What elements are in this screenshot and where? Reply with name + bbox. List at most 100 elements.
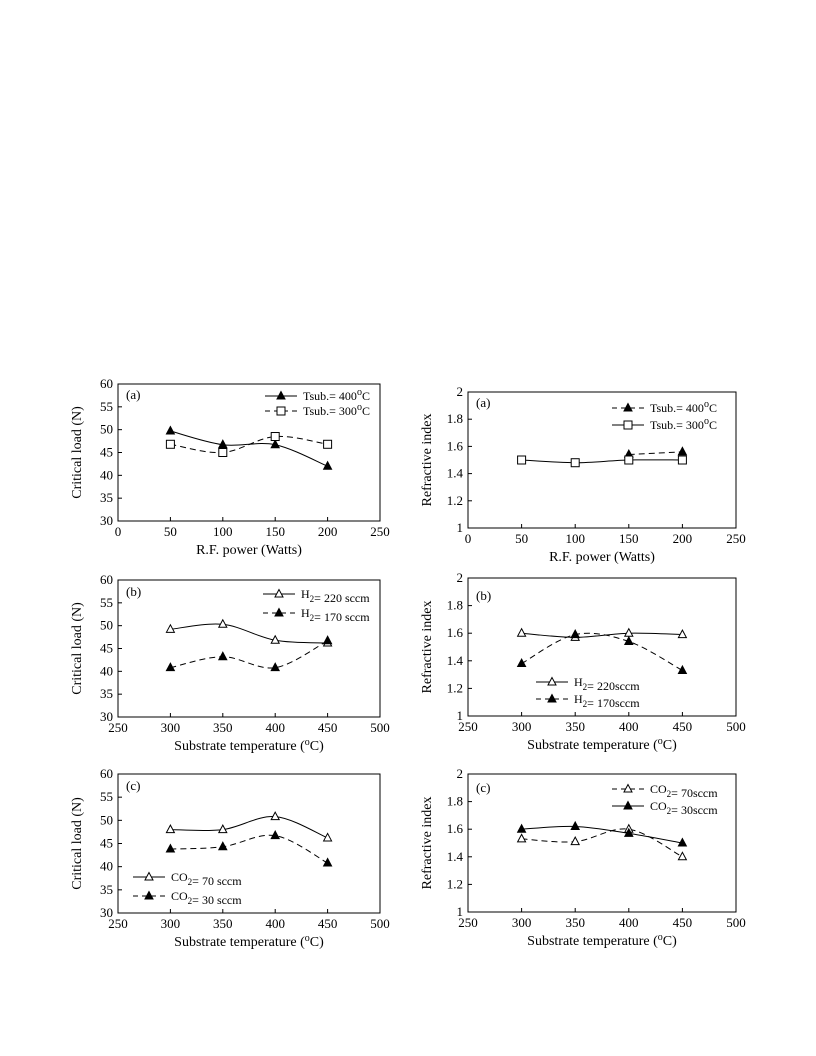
data-point-series-2 (677, 664, 688, 674)
y-axis-label: Refractive index (420, 414, 435, 507)
data-point-series-1 (677, 851, 688, 861)
y-tick-label: 60 (100, 572, 113, 587)
y-tick-label: 1.8 (447, 411, 463, 426)
y-tick-label: 35 (100, 490, 113, 505)
plot-frame (467, 577, 737, 717)
y-tick-label: 1.4 (447, 466, 464, 481)
legend-marker (623, 402, 633, 412)
y-tick-label: 30 (100, 905, 113, 920)
chart-panel-4: 250 300 350 400 450 500 1 1.2 1.4 1.6 1.8 2 Substrat… (420, 570, 746, 753)
x-tick-label: 450 (673, 719, 693, 734)
legend-marker (547, 693, 557, 703)
legend-marker (274, 588, 284, 598)
panel-tag: (c) (476, 780, 490, 795)
y-tick-label: 1.6 (447, 438, 464, 453)
y-tick-label: 2 (457, 384, 464, 399)
y-tick-label: 35 (100, 686, 113, 701)
legend-marker (276, 390, 286, 400)
x-axis-label: Substrate temperature (oC) (527, 736, 677, 753)
series-line-1 (170, 623, 328, 644)
legend-label: Tsub.= 400oC (650, 399, 717, 415)
x-tick-label: 500 (370, 720, 390, 735)
y-tick-label: 30 (100, 513, 113, 528)
legend-marker (276, 406, 286, 416)
x-tick-label: 250 (108, 916, 128, 931)
legend-marker (623, 420, 633, 430)
y-tick-label: 1.2 (447, 680, 463, 695)
x-tick-label: 250 (108, 720, 128, 735)
data-point-series-2 (270, 432, 280, 442)
data-point-series-1 (270, 439, 281, 449)
x-tick-label: 450 (318, 720, 338, 735)
series-line-1 (628, 451, 683, 456)
data-point-series-1 (677, 629, 688, 639)
y-tick-label: 1 (457, 708, 464, 723)
data-point-series-1 (322, 460, 333, 470)
data-point-series-2 (517, 455, 527, 465)
y-tick-label: 1.8 (447, 794, 463, 809)
data-point-series-2 (623, 827, 634, 837)
x-tick-label: 400 (619, 915, 639, 930)
x-tick-label: 250 (726, 531, 746, 546)
series-line-1 (521, 632, 683, 638)
y-tick-label: 45 (100, 641, 113, 656)
x-tick-label: 500 (370, 916, 390, 931)
legend-label: H2= 220sccm (574, 675, 640, 693)
x-tick-label: 350 (565, 915, 585, 930)
y-tick-label: 2 (457, 766, 464, 781)
y-axis-label: Refractive index (420, 601, 435, 694)
data-point-series-2 (322, 635, 333, 645)
y-tick-label: 40 (100, 467, 113, 482)
y-tick-label: 2 (457, 570, 464, 585)
legend-label: CO2= 30sccm (650, 799, 718, 817)
x-axis-label: Substrate temperature (oC) (174, 933, 324, 950)
data-point-series-2 (217, 651, 228, 661)
data-point-series-2 (570, 820, 581, 830)
data-point-series-2 (516, 657, 527, 668)
x-tick-label: 100 (565, 531, 585, 546)
y-tick-label: 50 (100, 618, 113, 633)
x-tick-label: 300 (512, 719, 532, 734)
x-tick-label: 300 (161, 720, 181, 735)
panel-tag: (c) (126, 778, 140, 793)
legend-marker (547, 676, 557, 686)
y-tick-label: 55 (100, 399, 113, 414)
y-tick-label: 1.6 (447, 625, 464, 640)
panel-tag: (b) (476, 588, 491, 603)
y-tick-label: 35 (100, 882, 113, 897)
data-point-series-2 (270, 662, 281, 672)
legend-marker (144, 890, 154, 900)
y-tick-label: 1.8 (447, 598, 463, 613)
data-point-series-1 (165, 425, 176, 435)
y-tick-label: 55 (100, 789, 113, 804)
data-point-series-1 (623, 627, 634, 637)
plot-frame (467, 391, 737, 529)
chart-panel-1: 0 50 100 150 200 250 30 35 40 45 50 55 60 R.F. power … (70, 376, 390, 558)
x-tick-label: 400 (265, 720, 285, 735)
chart-panel-6: 250 300 350 400 450 500 1 1.2 1.4 1.6 1.8 2 Substrat… (420, 766, 746, 949)
data-point-series-2 (570, 629, 581, 639)
x-tick-label: 400 (265, 916, 285, 931)
data-point-series-1 (270, 634, 281, 644)
x-tick-label: 350 (213, 916, 233, 931)
series-line-1 (170, 430, 328, 467)
x-tick-label: 350 (213, 720, 233, 735)
x-tick-label: 150 (265, 524, 285, 539)
data-point-series-2 (570, 458, 580, 468)
chart-panel-5: 250 300 350 400 450 500 30 35 40 45 50 55 60 Substrat… (70, 766, 390, 950)
series-line-1 (170, 816, 328, 839)
y-tick-label: 45 (100, 836, 113, 851)
plot-frame (117, 773, 381, 914)
x-axis-label: R.F. power (Watts) (196, 543, 302, 558)
data-point-series-2 (677, 837, 688, 847)
series-line-1 (521, 828, 683, 858)
x-tick-label: 0 (465, 531, 472, 546)
chart-panel-3: 250 300 350 400 450 500 30 35 40 45 50 55 60 Substrat… (70, 572, 390, 754)
data-point-series-2 (165, 662, 176, 672)
data-point-series-2 (218, 448, 228, 457)
legend-label: H2= 170 sccm (301, 606, 370, 624)
legend-marker (623, 783, 633, 793)
data-point-series-2 (516, 823, 527, 833)
legend-label: Tsub.= 300oC (650, 416, 717, 432)
